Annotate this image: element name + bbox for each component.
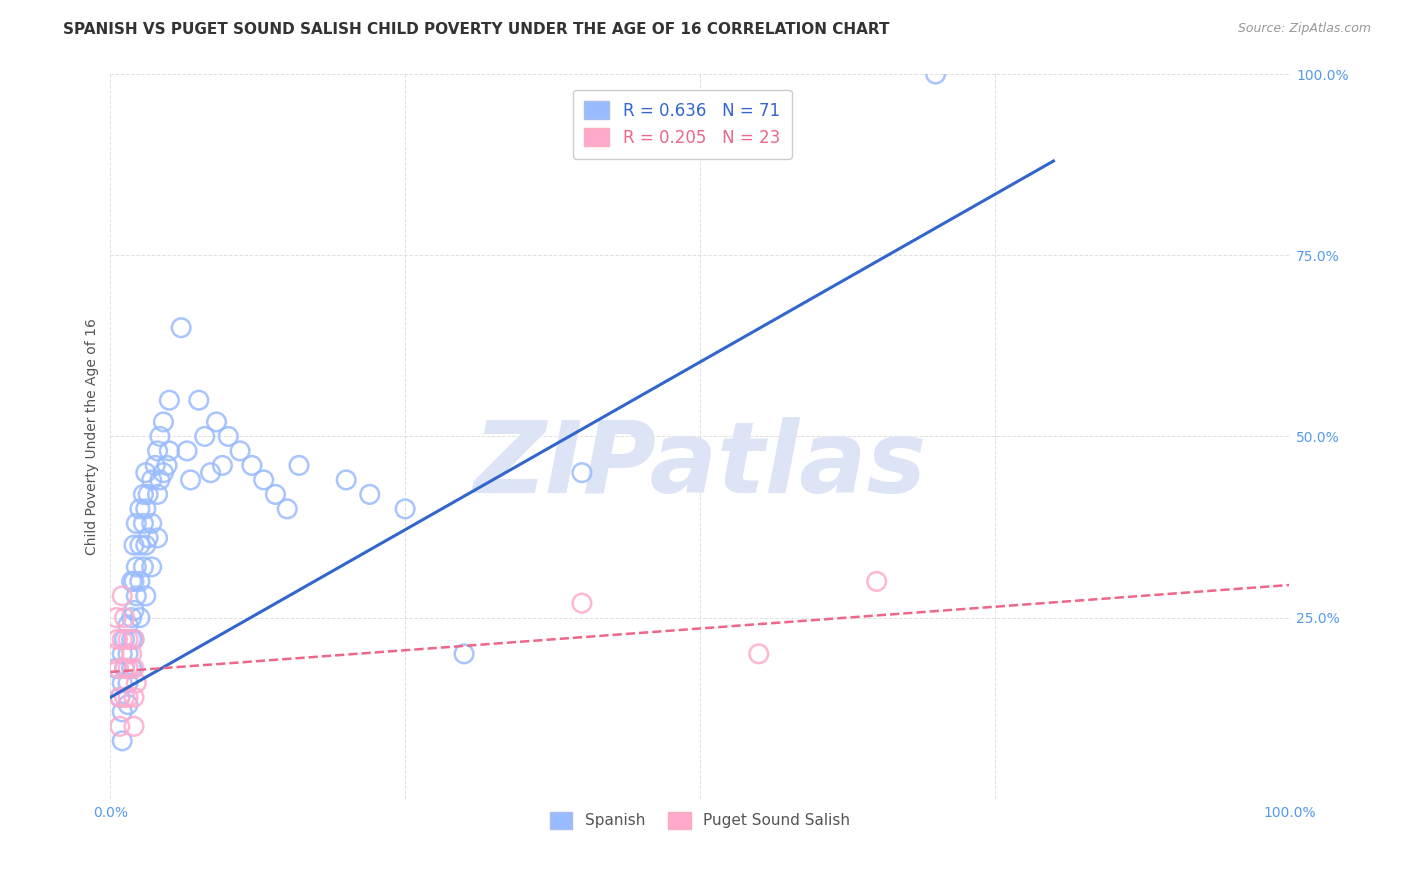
Point xyxy=(141,473,163,487)
Point xyxy=(122,661,145,675)
Point xyxy=(117,676,139,690)
Point xyxy=(103,647,125,661)
Point xyxy=(122,603,145,617)
Point xyxy=(117,618,139,632)
Point xyxy=(170,320,193,334)
Point xyxy=(117,698,139,712)
Point xyxy=(122,538,145,552)
Point xyxy=(132,516,155,531)
Point xyxy=(117,647,139,661)
Point xyxy=(125,589,148,603)
Legend: Spanish, Puget Sound Salish: Spanish, Puget Sound Salish xyxy=(544,805,856,835)
Point xyxy=(108,719,131,733)
Point xyxy=(143,458,166,473)
Text: Source: ZipAtlas.com: Source: ZipAtlas.com xyxy=(1237,22,1371,36)
Point xyxy=(359,487,381,501)
Point xyxy=(125,676,148,690)
Point xyxy=(122,690,145,705)
Text: ZIPatlas: ZIPatlas xyxy=(474,417,927,514)
Point xyxy=(276,502,298,516)
Point xyxy=(453,647,475,661)
Point xyxy=(288,458,311,473)
Point xyxy=(121,647,143,661)
Point xyxy=(866,574,889,589)
Point xyxy=(114,610,136,624)
Point xyxy=(156,458,179,473)
Point xyxy=(571,466,593,480)
Text: SPANISH VS PUGET SOUND SALISH CHILD POVERTY UNDER THE AGE OF 16 CORRELATION CHAR: SPANISH VS PUGET SOUND SALISH CHILD POVE… xyxy=(63,22,890,37)
Point xyxy=(141,560,163,574)
Point xyxy=(194,429,217,443)
Point xyxy=(335,473,357,487)
Point xyxy=(128,538,150,552)
Point xyxy=(122,719,145,733)
Point xyxy=(253,473,276,487)
Point xyxy=(121,661,143,675)
Point xyxy=(200,466,222,480)
Point xyxy=(128,502,150,516)
Point xyxy=(152,466,174,480)
Point xyxy=(121,574,143,589)
Point xyxy=(176,444,198,458)
Point xyxy=(111,632,134,647)
Point xyxy=(924,67,946,81)
Point xyxy=(117,632,139,647)
Point xyxy=(135,502,157,516)
Point xyxy=(111,705,134,719)
Point xyxy=(149,429,172,443)
Point xyxy=(107,632,129,647)
Point xyxy=(111,676,134,690)
Point xyxy=(180,473,202,487)
Point xyxy=(125,516,148,531)
Point xyxy=(187,393,209,408)
Point xyxy=(132,487,155,501)
Point xyxy=(121,632,143,647)
Point xyxy=(217,429,239,443)
Point xyxy=(117,690,139,705)
Point xyxy=(135,466,157,480)
Point xyxy=(121,610,143,624)
Point xyxy=(146,444,169,458)
Point xyxy=(105,610,128,624)
Point xyxy=(108,690,131,705)
Point xyxy=(128,574,150,589)
Point xyxy=(125,560,148,574)
Point xyxy=(114,690,136,705)
Point xyxy=(135,589,157,603)
Point xyxy=(229,444,252,458)
Point xyxy=(157,393,180,408)
Point xyxy=(211,458,233,473)
Point xyxy=(149,473,172,487)
Point xyxy=(264,487,287,501)
Point xyxy=(111,647,134,661)
Point xyxy=(122,632,145,647)
Y-axis label: Child Poverty Under the Age of 16: Child Poverty Under the Age of 16 xyxy=(86,318,100,555)
Point xyxy=(105,661,128,675)
Point xyxy=(141,516,163,531)
Point xyxy=(111,589,134,603)
Point xyxy=(136,487,159,501)
Point xyxy=(132,560,155,574)
Point xyxy=(114,632,136,647)
Point xyxy=(157,444,180,458)
Point xyxy=(114,661,136,675)
Point xyxy=(122,574,145,589)
Point xyxy=(107,661,129,675)
Point xyxy=(240,458,263,473)
Point xyxy=(108,690,131,705)
Point xyxy=(128,610,150,624)
Point xyxy=(122,632,145,647)
Point xyxy=(748,647,770,661)
Point xyxy=(135,538,157,552)
Point xyxy=(136,531,159,545)
Point xyxy=(114,661,136,675)
Point xyxy=(205,415,228,429)
Point xyxy=(152,415,174,429)
Point xyxy=(394,502,416,516)
Point xyxy=(117,661,139,675)
Point xyxy=(111,734,134,748)
Point xyxy=(146,531,169,545)
Point xyxy=(146,487,169,501)
Point xyxy=(571,596,593,610)
